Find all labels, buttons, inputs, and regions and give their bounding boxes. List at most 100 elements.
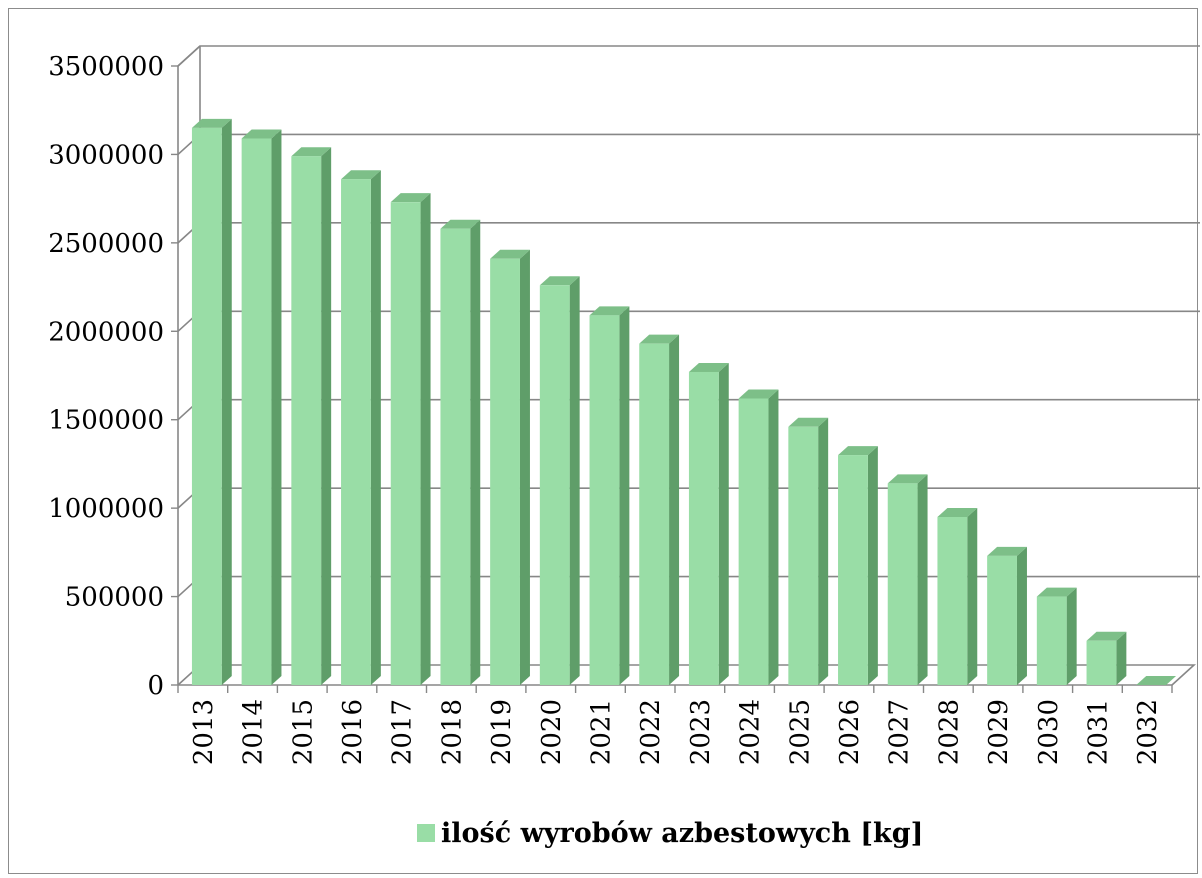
- bar-front: [738, 398, 769, 685]
- x-tick-label: 2020: [537, 699, 567, 765]
- bar-side: [718, 362, 729, 685]
- x-tick-label: 2025: [785, 699, 815, 765]
- bar-top: [887, 474, 928, 484]
- x-tick-label: 2021: [586, 699, 616, 765]
- x-tick-label: 2019: [487, 699, 517, 765]
- bar-top: [838, 446, 878, 456]
- x-tick-label: 2029: [984, 699, 1014, 765]
- bar-side: [818, 417, 829, 685]
- bar-top: [987, 546, 1027, 556]
- bar-front: [1086, 640, 1117, 685]
- bar-front: [788, 426, 819, 685]
- y-tick-label: 1000000: [48, 494, 164, 524]
- bar-top: [291, 147, 332, 157]
- bar-front: [490, 258, 520, 685]
- legend-swatch: [417, 824, 435, 842]
- x-tick-label: 2014: [239, 699, 269, 765]
- bar-side: [967, 507, 978, 685]
- bar-front: [390, 202, 421, 685]
- bar: [738, 389, 779, 685]
- bar-front: [688, 371, 719, 685]
- x-tick-label: 2027: [885, 699, 915, 765]
- x-tick-label: 2018: [437, 699, 467, 765]
- bar: [291, 147, 332, 685]
- bar-side: [519, 249, 530, 685]
- bar-front: [341, 179, 371, 685]
- bar: [1086, 631, 1127, 685]
- bar-front: [440, 228, 471, 686]
- bar: [539, 276, 580, 685]
- bar-side: [917, 474, 928, 685]
- bar: [341, 170, 381, 685]
- gridline: [177, 310, 1200, 332]
- bar-side: [370, 170, 381, 685]
- bar-side: [1116, 631, 1127, 685]
- bar-side: [221, 118, 232, 685]
- x-tick-label: 2026: [835, 699, 865, 765]
- bar-side: [619, 306, 630, 685]
- bar-front: [838, 455, 868, 685]
- bar-side: [1066, 587, 1077, 685]
- y-tick-label: 2000000: [48, 317, 164, 347]
- bar: [937, 507, 978, 685]
- bar: [1136, 676, 1177, 685]
- bar-front: [539, 285, 570, 685]
- legend-label: ilość wyrobów azbestowych [kg]: [441, 818, 923, 849]
- gridline: [177, 45, 1200, 67]
- bar-side: [271, 129, 282, 686]
- bar-front: [191, 127, 222, 685]
- bar-top: [589, 306, 630, 316]
- bar-top: [241, 129, 282, 139]
- bars: [191, 118, 1177, 686]
- bar-front: [937, 516, 968, 685]
- bar-top: [390, 193, 431, 203]
- bar-top: [341, 170, 381, 180]
- y-tick-label: 2500000: [48, 229, 164, 259]
- bar-top: [788, 417, 829, 427]
- y-tick-label: 1500000: [48, 406, 164, 436]
- x-tick-label: 2023: [686, 699, 716, 765]
- bar-side: [569, 276, 580, 685]
- gridline: [177, 133, 1200, 156]
- bar: [788, 417, 829, 685]
- bar-top: [639, 334, 680, 344]
- bar-side: [321, 147, 332, 685]
- x-tick-label: 2030: [1034, 699, 1064, 765]
- bar-front: [1036, 596, 1067, 685]
- bar-front: [589, 315, 620, 685]
- bar-top: [191, 118, 232, 128]
- bar-front: [241, 138, 272, 686]
- bar: [241, 129, 282, 686]
- bar-front: [887, 483, 918, 685]
- bar-side: [867, 446, 878, 685]
- x-tick-label: 2031: [1083, 699, 1113, 765]
- x-tick-label: 2017: [388, 699, 418, 765]
- bar: [390, 193, 431, 685]
- legend: ilość wyrobów azbestowych [kg]: [417, 818, 923, 849]
- gridline: [177, 222, 1200, 244]
- x-tick-label: 2016: [338, 699, 368, 765]
- x-tick-label: 2028: [934, 699, 964, 765]
- bar: [887, 474, 928, 685]
- bar-side: [470, 219, 481, 686]
- bar-top: [490, 249, 530, 259]
- y-tick-label: 500000: [65, 583, 164, 613]
- bar-top: [1036, 587, 1077, 597]
- bar: [838, 446, 878, 685]
- y-axis-top-edge: [177, 45, 201, 67]
- bar: [191, 118, 232, 685]
- bar-front: [639, 343, 670, 685]
- bar-top: [1086, 631, 1127, 641]
- bar-front: [291, 156, 322, 685]
- bar-side: [768, 389, 779, 685]
- bar-top: [1136, 676, 1177, 685]
- y-tick-label: 3000000: [48, 140, 164, 170]
- bar: [639, 334, 680, 685]
- x-tick-label: 2015: [288, 699, 318, 765]
- x-tick-label: 2032: [1133, 699, 1163, 765]
- bar-top: [937, 507, 978, 517]
- bar-side: [420, 193, 431, 685]
- bar: [440, 219, 481, 686]
- bar-side: [669, 334, 680, 685]
